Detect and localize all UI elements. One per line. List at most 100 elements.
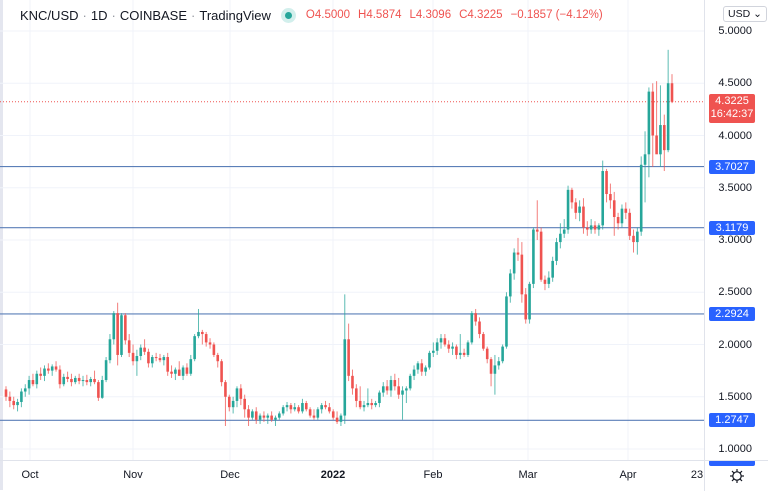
time-tick: 23 (690, 469, 704, 481)
candle (47, 368, 50, 371)
candle (651, 91, 655, 136)
exchange-label: COINBASE (119, 7, 188, 23)
time-tick: Feb (423, 469, 443, 481)
candle (293, 407, 297, 410)
candle (478, 321, 481, 335)
candle (278, 413, 281, 418)
candle (551, 260, 554, 278)
level-price-label[interactable]: 3.1179 (709, 220, 755, 235)
candle (358, 400, 362, 408)
candle (304, 403, 308, 410)
candle (366, 403, 370, 406)
chart-settings-button[interactable] (704, 460, 768, 491)
candle (620, 208, 624, 224)
high-value: H4.5874 (358, 9, 402, 21)
candle (393, 380, 397, 387)
price-tick: 1.0000 (718, 443, 752, 455)
price-tick: 1.5000 (718, 390, 752, 403)
candle (520, 254, 524, 295)
time-tick: Mar (518, 469, 538, 481)
candle (416, 363, 420, 370)
candle (374, 403, 377, 406)
candle (216, 354, 220, 362)
chart-plot-area[interactable] (0, 0, 704, 460)
candle (589, 225, 593, 230)
candle (351, 375, 354, 389)
candle (582, 206, 585, 228)
candle (574, 202, 578, 213)
candle (58, 369, 62, 385)
candle (597, 225, 601, 230)
candle (135, 355, 139, 362)
candle (181, 367, 185, 376)
candle (578, 206, 581, 213)
candle (124, 315, 127, 341)
level-price-label[interactable]: 3.7027 (709, 159, 755, 174)
candle (266, 415, 270, 418)
candle (289, 405, 293, 410)
candle (466, 342, 470, 355)
price-tick: 2.0000 (718, 338, 752, 351)
close-value: C4.3225 (459, 9, 503, 21)
price-tick: 3.5000 (718, 181, 752, 194)
candle (324, 405, 327, 408)
candle (120, 315, 123, 355)
candle (8, 396, 12, 401)
candle (451, 346, 454, 349)
symbol-label[interactable]: KNC/USD (20, 7, 79, 23)
candle (150, 357, 154, 364)
candle (308, 409, 312, 416)
candle (497, 361, 501, 366)
last-price-tag: 4.3225 16:42:37 (709, 93, 755, 123)
candle (254, 411, 258, 420)
candle (312, 415, 316, 418)
level-price-label[interactable]: 2.2924 (709, 306, 755, 321)
candle (328, 407, 331, 412)
candle (643, 154, 647, 165)
candle (285, 405, 289, 408)
level-price-label[interactable]: 1.2747 (709, 413, 755, 428)
candle (20, 391, 23, 402)
candle (555, 242, 558, 261)
candle (62, 376, 66, 385)
candle (320, 405, 323, 410)
candle (197, 331, 200, 337)
candle (343, 339, 347, 416)
candle (462, 352, 466, 355)
candle (432, 350, 435, 353)
candle (4, 389, 8, 397)
price-axis[interactable]: USD ⌄ 5.0000 4.5000 4.0000 3.5000 3.0000 2.50… (704, 0, 768, 466)
bar-countdown: 16:42:37 (710, 107, 754, 120)
candle (397, 386, 400, 395)
candle (516, 252, 520, 255)
candle (231, 400, 235, 408)
candle (170, 371, 173, 374)
candle (31, 380, 35, 385)
candle (489, 359, 493, 374)
currency-dropdown[interactable]: USD ⌄ (723, 6, 767, 22)
candle (139, 347, 143, 356)
candle (605, 171, 608, 195)
candle (316, 409, 320, 418)
time-tick: Dec (220, 469, 240, 481)
candle (485, 348, 489, 360)
time-axis[interactable]: Oct Nov Dec 2022 Feb Mar Apr 23 (0, 460, 704, 491)
candle (85, 380, 89, 383)
candle (539, 231, 543, 280)
time-tick: Oct (21, 469, 39, 481)
left-border (0, 0, 3, 490)
interval-label[interactable]: 1D (90, 7, 108, 23)
candle (370, 403, 374, 406)
candle (331, 411, 335, 418)
level-price-label-partial (709, 460, 755, 466)
candle (189, 359, 193, 374)
candle (593, 225, 597, 230)
change-value: −0.1857 (−4.12%) (510, 9, 603, 21)
price-tick: 5.0000 (718, 25, 752, 37)
candle (54, 366, 58, 370)
candle (535, 229, 539, 232)
candle (39, 373, 42, 376)
candle (355, 388, 358, 401)
candle (647, 91, 651, 155)
candle (193, 336, 196, 360)
